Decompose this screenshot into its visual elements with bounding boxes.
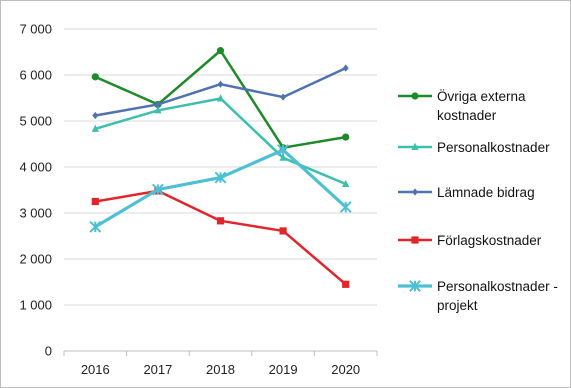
legend-item: Förlagskostnader <box>398 233 542 248</box>
legend-swatch-marker <box>411 236 419 244</box>
x-tick-label: 2017 <box>143 362 172 377</box>
data-point <box>342 179 350 188</box>
x-tick-label: 2016 <box>81 362 110 377</box>
data-point <box>277 144 290 156</box>
y-tick-label: 2 000 <box>19 252 52 267</box>
legend-label: Personalkostnader - <box>437 279 558 294</box>
legend-swatch-marker <box>411 142 419 150</box>
gridlines <box>64 28 377 352</box>
legend-label: projekt <box>437 298 478 313</box>
x-tick-label: 2020 <box>331 362 360 377</box>
data-point <box>216 47 225 55</box>
axes: 0 1 000 2 000 3 000 4 000 5 000 6 000 7 000 2016… <box>19 22 378 377</box>
data-point <box>339 201 352 213</box>
legend-swatch-marker <box>412 188 418 196</box>
data-point <box>280 93 287 101</box>
data-point <box>279 153 287 161</box>
data-point <box>279 227 287 235</box>
data-point <box>91 197 99 206</box>
series-2 <box>92 64 349 120</box>
series-4 <box>89 144 352 233</box>
x-tick-label: 2018 <box>206 362 235 377</box>
data-point <box>342 280 350 288</box>
data-point <box>154 100 161 109</box>
data-point <box>216 94 225 102</box>
y-tick-label: 7 000 <box>19 22 52 37</box>
y-tick-label: 4 000 <box>19 160 52 175</box>
y-tick-label: 5 000 <box>19 114 52 129</box>
legend-swatch-marker <box>409 280 421 292</box>
data-point <box>91 73 99 81</box>
data-point <box>151 183 164 196</box>
series-lines <box>89 47 352 288</box>
data-point <box>342 64 349 72</box>
data-point <box>217 80 224 88</box>
data-point <box>154 106 162 114</box>
y-tick-label: 6 000 <box>19 68 52 83</box>
y-tick-label: 3 000 <box>19 206 52 221</box>
series-1 <box>91 94 350 188</box>
legend-item: Personalkostnader <box>398 140 550 155</box>
y-tick-label: 0 <box>45 344 52 359</box>
series-line <box>94 148 347 229</box>
legend: Övriga externa kostnader Personalkostnader… <box>398 89 558 313</box>
legend-item: Övriga externa kostnader <box>398 89 526 123</box>
y-tick-label: 1 000 <box>19 298 52 313</box>
data-point <box>342 133 350 141</box>
data-point <box>92 111 99 120</box>
series-3 <box>91 187 350 288</box>
legend-label: Lämnade bidrag <box>437 185 535 200</box>
x-tick-label: 2019 <box>269 362 298 377</box>
legend-label: Övriga externa <box>437 89 526 104</box>
legend-swatch-marker <box>411 92 419 100</box>
data-point <box>91 124 99 132</box>
legend-item: Lämnade bidrag <box>398 185 535 200</box>
legend-item: Personalkostnader - projekt <box>398 279 558 313</box>
legend-label: kostnader <box>437 108 497 123</box>
legend-label: Personalkostnader <box>437 140 550 155</box>
data-point <box>89 220 102 233</box>
data-point <box>214 171 227 184</box>
legend-label: Förlagskostnader <box>437 233 542 248</box>
data-point <box>216 217 225 225</box>
